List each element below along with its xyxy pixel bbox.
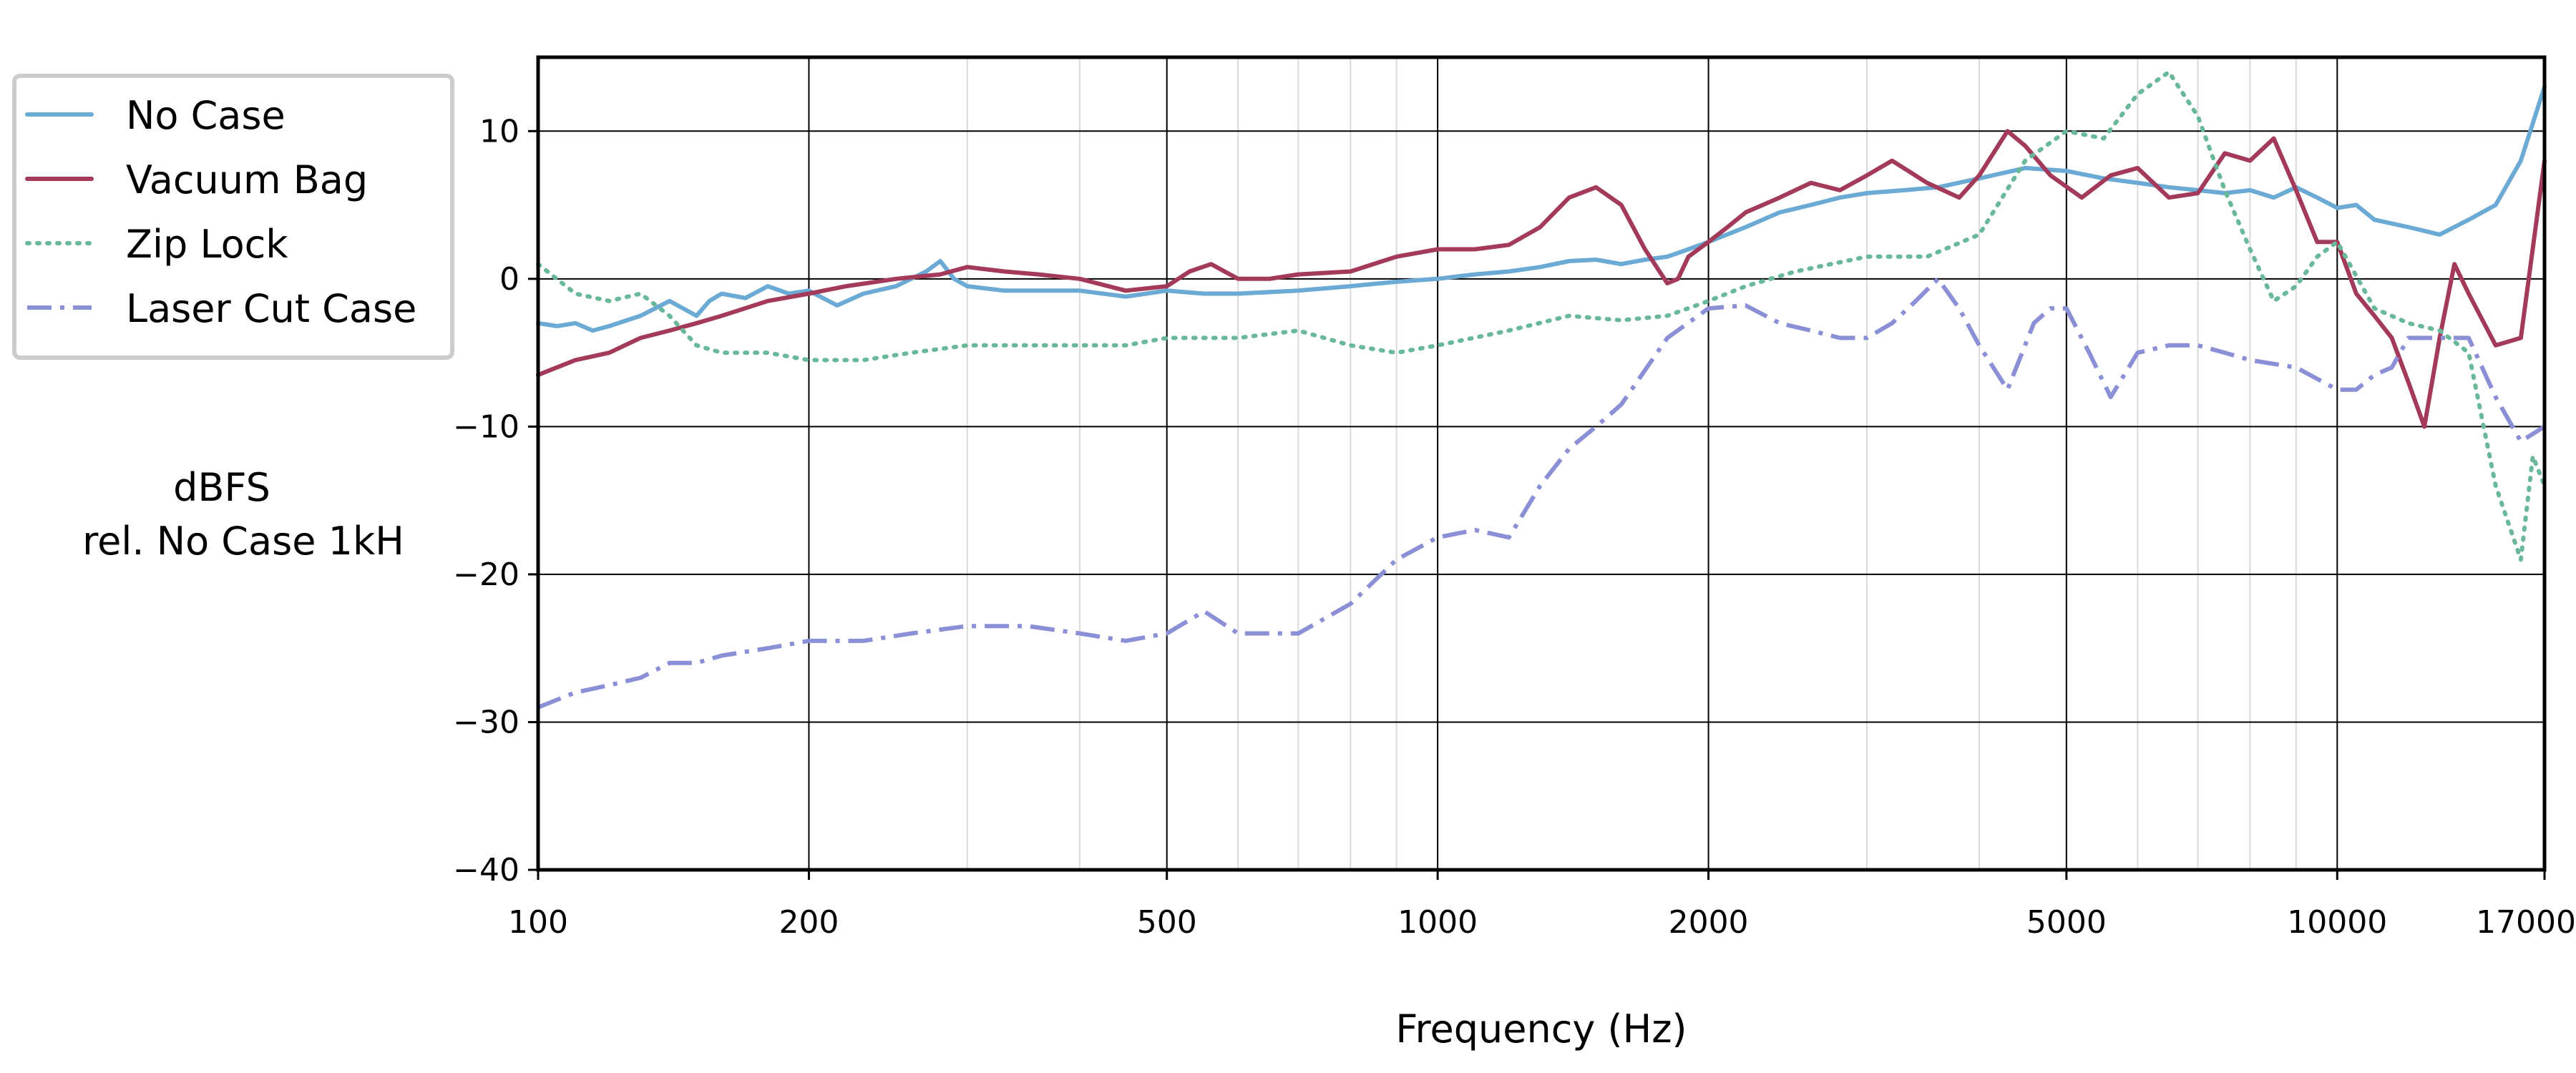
y-tick-label: 0 bbox=[499, 261, 519, 298]
major-grid bbox=[538, 57, 2545, 870]
x-tick-label: 5000 bbox=[2026, 904, 2107, 941]
x-axis: 100 200 500 1000 2000 5000 10000 17000 bbox=[508, 870, 2576, 941]
y-axis: −40 −30 −20 −10 0 10 bbox=[453, 113, 538, 888]
y-tick-label: −20 bbox=[453, 557, 519, 593]
series-line-vacuum-bag bbox=[536, 129, 2547, 429]
x-axis-title: Frequency (Hz) bbox=[1395, 1006, 1687, 1052]
y-tick-label: −10 bbox=[453, 408, 519, 445]
x-tick-label: 17000 bbox=[2476, 904, 2576, 941]
legend-label: Laser Cut Case bbox=[126, 286, 416, 331]
x-tick-label: 1000 bbox=[1397, 904, 1478, 941]
plot-frame bbox=[536, 55, 2547, 872]
x-tick-label: 500 bbox=[1137, 904, 1197, 941]
x-tick-label: 100 bbox=[508, 904, 568, 941]
legend: No Case Vacuum Bag Zip Lock Laser Cut Case bbox=[12, 74, 454, 360]
y-tick-label: 10 bbox=[479, 113, 519, 150]
x-tick-label: 10000 bbox=[2287, 904, 2387, 941]
legend-label: Zip Lock bbox=[126, 222, 288, 267]
minor-grid bbox=[966, 57, 2297, 870]
x-tick-label: 200 bbox=[779, 904, 839, 941]
y-axis-title-line2: rel. No Case 1kH bbox=[82, 519, 404, 564]
legend-label: No Case bbox=[126, 93, 286, 138]
y-axis-title-line1: dBFS bbox=[173, 465, 270, 510]
legend-label: Vacuum Bag bbox=[126, 157, 368, 202]
x-tick-label: 2000 bbox=[1669, 904, 1749, 941]
series-layer bbox=[536, 69, 2547, 710]
y-tick-label: −40 bbox=[453, 852, 519, 888]
series-line-laser-cut-case bbox=[537, 276, 2546, 710]
series-line-zip-lock bbox=[536, 69, 2547, 562]
legend-box bbox=[12, 74, 454, 360]
y-tick-label: −30 bbox=[453, 704, 519, 740]
series-line-no-case bbox=[536, 84, 2547, 333]
